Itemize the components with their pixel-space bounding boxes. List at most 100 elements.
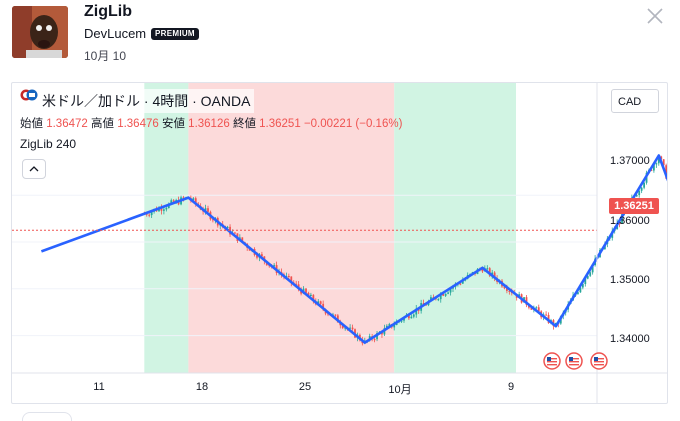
candle-down bbox=[545, 314, 547, 316]
candle-up bbox=[579, 287, 582, 293]
candle-down bbox=[618, 223, 621, 225]
candle-up bbox=[657, 156, 660, 164]
candle-up bbox=[577, 292, 579, 294]
bottom-tab[interactable] bbox=[22, 412, 72, 421]
candle-down bbox=[488, 268, 491, 276]
publish-date: 10月 10 bbox=[84, 49, 127, 63]
collapse-legend-button[interactable] bbox=[22, 159, 46, 179]
candle-down bbox=[261, 254, 263, 257]
candle-up bbox=[163, 209, 165, 211]
candle-down bbox=[660, 156, 663, 160]
close-label: 終値 bbox=[232, 118, 256, 130]
price-axis-label: 1.37000 bbox=[610, 155, 650, 167]
high-value: 1.36476 bbox=[117, 118, 159, 130]
us-event-flag-icon[interactable] bbox=[590, 352, 608, 370]
premium-badge: PREMIUM bbox=[151, 28, 199, 40]
low-label: 安値 bbox=[161, 118, 185, 130]
price-axis-label: 1.35000 bbox=[610, 274, 650, 286]
time-axis-label: 11 bbox=[93, 381, 105, 393]
candle-up bbox=[584, 278, 587, 285]
chart-pane[interactable]: 米ドル／加ドル · 4時間 · OANDA 始値 1.36472 高値 1.36… bbox=[11, 82, 668, 404]
time-axis-label: 18 bbox=[195, 381, 209, 393]
candle-down bbox=[256, 254, 258, 258]
price-axis-label: 1.34000 bbox=[610, 333, 650, 345]
candle-down bbox=[307, 292, 310, 297]
candle-down bbox=[290, 276, 293, 283]
high-label: 高値 bbox=[90, 118, 114, 130]
candle-down bbox=[381, 332, 383, 335]
candle-up bbox=[589, 272, 592, 276]
candle-up bbox=[170, 200, 173, 204]
candle-down bbox=[295, 283, 298, 285]
candle-up bbox=[415, 308, 418, 315]
zigzag-line bbox=[40, 154, 667, 344]
candle-up bbox=[640, 187, 643, 191]
candle-up bbox=[400, 320, 403, 322]
price-axis-label: 1.36000 bbox=[610, 215, 650, 227]
candle-up bbox=[591, 265, 594, 273]
currency-selector[interactable]: CAD bbox=[611, 89, 659, 113]
candle-up bbox=[410, 316, 413, 319]
candle-down bbox=[322, 303, 325, 309]
candle-down bbox=[508, 290, 511, 292]
candle-up bbox=[412, 314, 415, 317]
candle-down bbox=[373, 339, 376, 341]
candle-down bbox=[537, 307, 540, 312]
candle-down bbox=[312, 294, 315, 302]
candle-down bbox=[160, 207, 163, 211]
candle-down bbox=[530, 307, 533, 310]
candle-up bbox=[447, 292, 449, 294]
candle-up bbox=[535, 307, 538, 309]
candle-up bbox=[586, 275, 589, 279]
candle-up bbox=[643, 182, 645, 188]
candle-down bbox=[525, 297, 528, 305]
candle-down bbox=[459, 283, 462, 285]
us-event-flag-icon[interactable] bbox=[565, 352, 583, 370]
candle-up bbox=[655, 163, 658, 165]
avatar[interactable] bbox=[12, 6, 68, 58]
candle-up bbox=[449, 288, 452, 293]
candle-up bbox=[444, 293, 447, 296]
candle-down bbox=[493, 272, 496, 279]
candle-down bbox=[341, 325, 344, 328]
candle-down bbox=[503, 286, 506, 289]
ohlc-legend: 始値 1.36472 高値 1.36476 安値 1.36126 終値 1.36… bbox=[20, 115, 402, 131]
candle-down bbox=[650, 169, 653, 171]
time-axis-label: 9 bbox=[507, 381, 515, 393]
candle-down bbox=[662, 159, 665, 166]
candle-up bbox=[461, 280, 464, 284]
candle-up bbox=[385, 325, 388, 329]
us-ca-flag-icon bbox=[20, 89, 38, 108]
candle-up bbox=[635, 195, 638, 197]
open-value: 1.36472 bbox=[46, 118, 88, 130]
candle-up bbox=[638, 190, 641, 196]
candle-up bbox=[310, 294, 312, 297]
symbol-title: 米ドル／加ドル · 4時間 · OANDA bbox=[20, 89, 255, 113]
chevron-up-icon bbox=[29, 166, 39, 172]
candle-down bbox=[145, 213, 148, 215]
time-axis-label: 25 bbox=[298, 381, 312, 393]
candle-down bbox=[207, 208, 209, 212]
price-chart[interactable] bbox=[12, 83, 667, 403]
close-value: 1.36251 bbox=[259, 118, 301, 130]
close-icon[interactable] bbox=[642, 3, 668, 29]
candle-up bbox=[653, 164, 655, 171]
candle-up bbox=[192, 198, 195, 201]
candle-down bbox=[442, 294, 445, 296]
candle-up bbox=[165, 207, 168, 210]
time-axis-label: 10月 bbox=[388, 384, 412, 396]
candle-down bbox=[212, 219, 214, 221]
candle-down bbox=[506, 288, 508, 291]
symbol-title-text: 米ドル／加ドル · 4時間 · OANDA bbox=[42, 93, 251, 109]
us-event-flag-icon[interactable] bbox=[543, 352, 561, 370]
candle-down bbox=[334, 314, 337, 316]
author-name[interactable]: DevLucem bbox=[84, 26, 147, 41]
low-value: 1.36126 bbox=[188, 118, 230, 130]
candle-up bbox=[388, 324, 391, 326]
candle-up bbox=[204, 208, 207, 212]
candle-down bbox=[234, 232, 236, 234]
candle-up bbox=[226, 226, 229, 229]
script-header: ZigLib DevLucem PREMIUM 10月 10 bbox=[0, 0, 680, 70]
script-title[interactable]: ZigLib bbox=[84, 3, 132, 20]
indicator-label[interactable]: ZigLib 240 bbox=[20, 137, 77, 151]
